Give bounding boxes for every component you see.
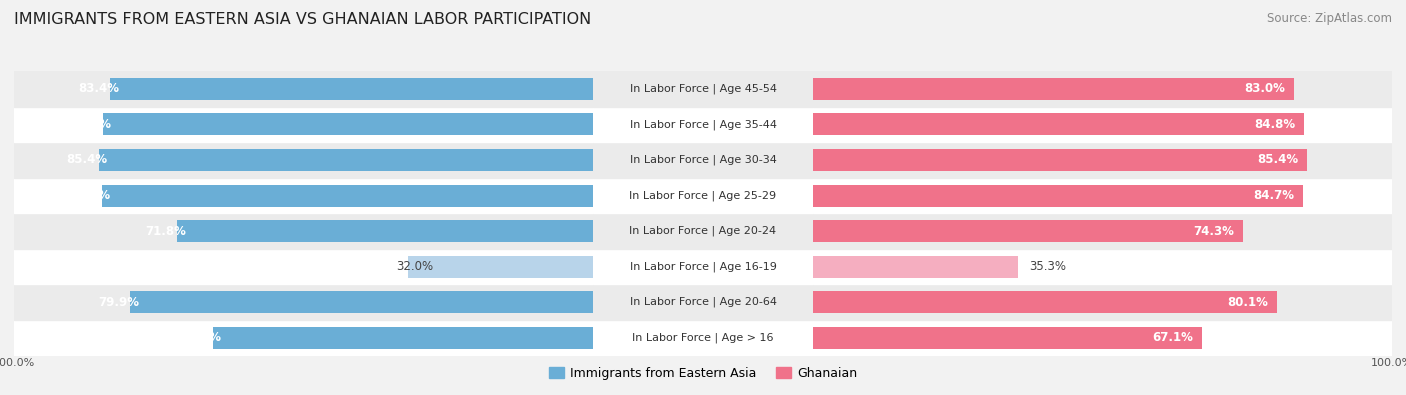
Bar <box>813 113 1303 135</box>
Bar <box>813 178 1392 213</box>
Bar <box>813 78 1294 100</box>
Bar <box>14 284 593 320</box>
Bar <box>813 327 1202 349</box>
Bar <box>813 320 1392 356</box>
Bar <box>813 284 1392 320</box>
Bar <box>813 184 1303 207</box>
Bar <box>212 327 593 349</box>
Bar <box>813 249 1392 284</box>
Text: 85.4%: 85.4% <box>66 154 107 166</box>
Text: 85.4%: 85.4% <box>1257 154 1299 166</box>
Bar <box>14 142 593 178</box>
Text: 84.8%: 84.8% <box>1254 118 1295 131</box>
Text: 65.7%: 65.7% <box>180 331 221 344</box>
Bar <box>98 149 593 171</box>
Bar <box>177 220 593 242</box>
Text: 32.0%: 32.0% <box>396 260 433 273</box>
Text: In Labor Force | Age 25-29: In Labor Force | Age 25-29 <box>630 190 776 201</box>
Text: In Labor Force | Age 20-24: In Labor Force | Age 20-24 <box>630 226 776 236</box>
Bar <box>110 78 593 100</box>
Bar <box>103 184 593 207</box>
Text: In Labor Force | Age 45-54: In Labor Force | Age 45-54 <box>630 84 776 94</box>
Bar <box>593 213 813 249</box>
Bar <box>813 142 1392 178</box>
Bar <box>14 249 593 284</box>
Text: 67.1%: 67.1% <box>1152 331 1192 344</box>
Legend: Immigrants from Eastern Asia, Ghanaian: Immigrants from Eastern Asia, Ghanaian <box>544 362 862 385</box>
Text: 83.0%: 83.0% <box>1244 83 1285 95</box>
Text: In Labor Force | Age 20-64: In Labor Force | Age 20-64 <box>630 297 776 307</box>
Text: 84.7%: 84.7% <box>1254 189 1295 202</box>
Bar <box>813 220 1243 242</box>
Text: In Labor Force | Age > 16: In Labor Force | Age > 16 <box>633 333 773 343</box>
Bar <box>813 213 1392 249</box>
Bar <box>593 249 813 284</box>
Bar <box>14 71 593 107</box>
Bar <box>813 71 1392 107</box>
Text: In Labor Force | Age 35-44: In Labor Force | Age 35-44 <box>630 119 776 130</box>
Bar <box>14 320 593 356</box>
Bar <box>593 71 813 107</box>
Text: In Labor Force | Age 16-19: In Labor Force | Age 16-19 <box>630 261 776 272</box>
Bar <box>131 291 593 313</box>
Text: 84.7%: 84.7% <box>70 118 111 131</box>
Text: Source: ZipAtlas.com: Source: ZipAtlas.com <box>1267 12 1392 25</box>
Bar <box>14 178 593 213</box>
Bar <box>593 142 813 178</box>
Bar <box>813 291 1277 313</box>
Text: 74.3%: 74.3% <box>1194 225 1234 237</box>
Text: 80.1%: 80.1% <box>1227 296 1268 308</box>
Text: IMMIGRANTS FROM EASTERN ASIA VS GHANAIAN LABOR PARTICIPATION: IMMIGRANTS FROM EASTERN ASIA VS GHANAIAN… <box>14 12 592 27</box>
Text: 71.8%: 71.8% <box>145 225 186 237</box>
Text: 83.4%: 83.4% <box>77 83 118 95</box>
Bar <box>813 256 1018 278</box>
Bar <box>813 149 1308 171</box>
Bar <box>103 113 593 135</box>
Text: 79.9%: 79.9% <box>98 296 139 308</box>
Bar <box>593 107 813 142</box>
Bar <box>813 107 1392 142</box>
Bar <box>408 256 593 278</box>
Text: 35.3%: 35.3% <box>1029 260 1066 273</box>
Bar <box>593 284 813 320</box>
Text: In Labor Force | Age 30-34: In Labor Force | Age 30-34 <box>630 155 776 165</box>
Bar <box>593 178 813 213</box>
Bar <box>593 320 813 356</box>
Text: 84.8%: 84.8% <box>69 189 111 202</box>
Bar <box>14 213 593 249</box>
Bar <box>14 107 593 142</box>
